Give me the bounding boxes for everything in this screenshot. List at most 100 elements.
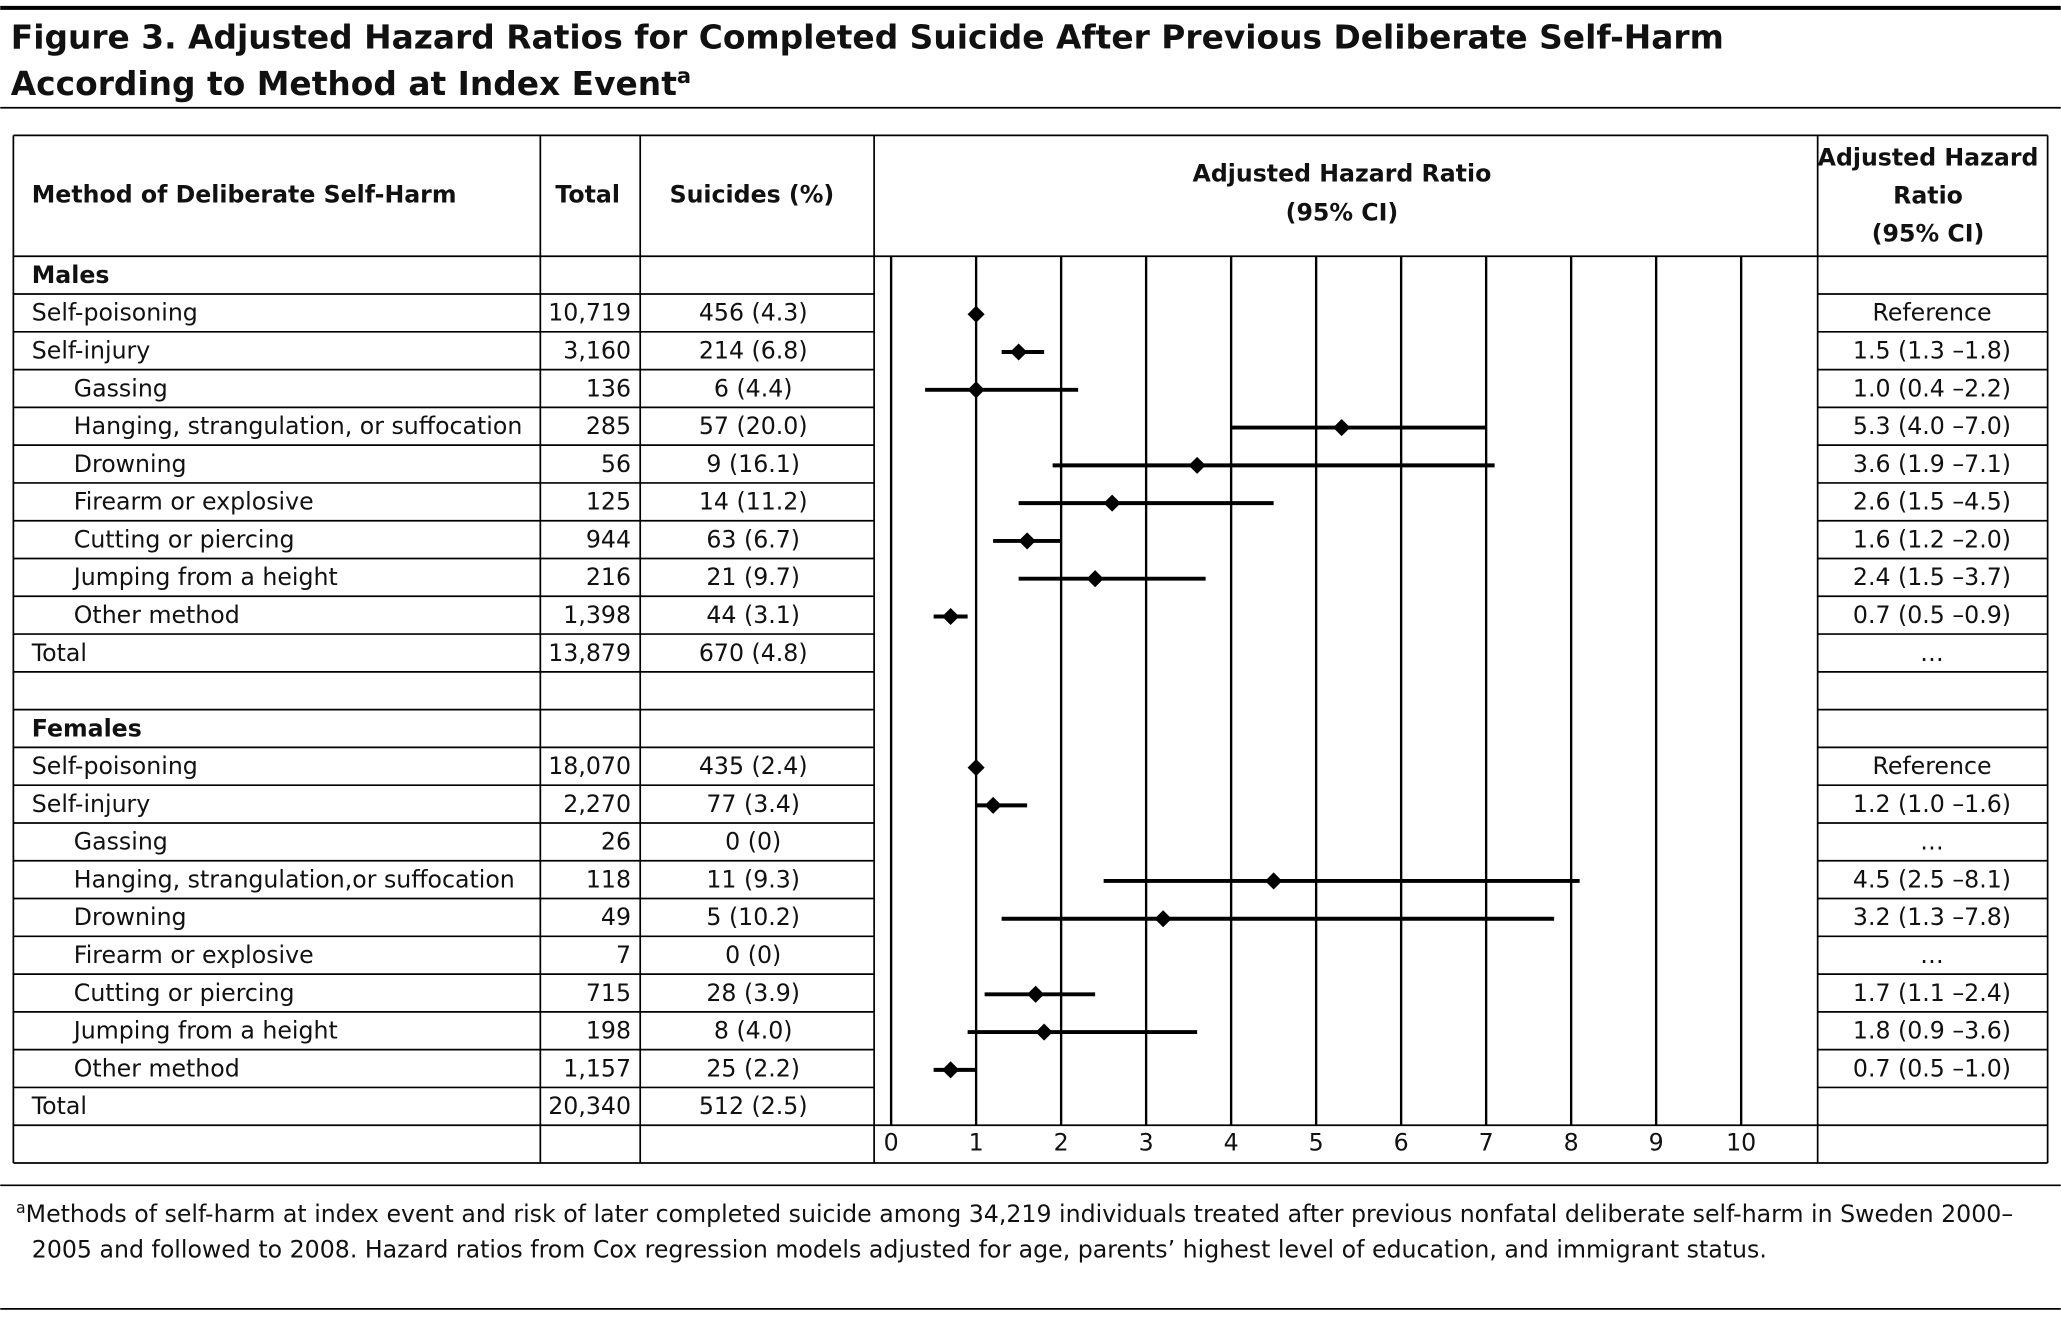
suicides-cell: 14 (11.2) <box>699 488 808 516</box>
suicides-cell: 435 (2.4) <box>699 752 808 780</box>
total-cell: 1,398 <box>563 601 631 629</box>
x-tick-label: 4 <box>1224 1129 1239 1157</box>
x-tick-label: 10 <box>1726 1129 1756 1157</box>
estimate-marker <box>1018 532 1036 550</box>
estimate-cell: Reference <box>1872 299 1991 327</box>
x-tick-label: 6 <box>1394 1129 1409 1157</box>
column-header: Method of Deliberate Self-Harm <box>32 180 457 208</box>
total-cell: 18,070 <box>548 752 631 780</box>
estimate-cell: Reference <box>1872 752 1991 780</box>
estimate-cell: … <box>1920 828 1944 856</box>
estimate-marker <box>1188 456 1206 474</box>
suicides-cell: 77 (3.4) <box>706 790 800 818</box>
suicides-cell: 456 (4.3) <box>699 299 808 327</box>
row-label: Total <box>31 1092 87 1120</box>
row-label: Hanging, strangulation, or suffocation <box>74 412 523 440</box>
x-tick-label: 7 <box>1479 1129 1494 1157</box>
column-header: Suicides (%) <box>670 180 835 208</box>
row-label: Jumping from a height <box>72 563 338 591</box>
figure-title: Figure 3. Adjusted Hazard Ratios for Com… <box>11 18 1877 103</box>
estimate-marker <box>1154 910 1172 928</box>
total-cell: 715 <box>586 979 631 1007</box>
suicides-cell: 0 (0) <box>725 941 781 969</box>
row-label: Self-poisoning <box>32 752 198 780</box>
x-tick-label: 0 <box>884 1129 899 1157</box>
estimate-cell: 0.7 (0.5 –0.9) <box>1853 601 2011 629</box>
suicides-cell: 9 (16.1) <box>706 450 800 478</box>
suicides-cell: 57 (20.0) <box>699 412 808 440</box>
suicides-cell: 6 (4.4) <box>714 374 793 402</box>
suicides-cell: 25 (2.2) <box>706 1054 800 1082</box>
column-header: (95% CI) <box>1872 220 1985 248</box>
total-cell: 49 <box>601 903 631 931</box>
footnote-box: aMethods of self-harm at index event and… <box>5 1191 2029 1269</box>
footnote-marker: a <box>16 1198 26 1217</box>
total-cell: 136 <box>586 374 631 402</box>
estimate-cell: 2.4 (1.5 –3.7) <box>1853 563 2011 591</box>
estimate-marker <box>942 607 960 626</box>
estimate-marker <box>1027 985 1045 1003</box>
estimate-marker <box>1086 570 1104 588</box>
row-label: Total <box>31 639 87 667</box>
title-text: Figure 3. Adjusted Hazard Ratios for Com… <box>10 18 1724 103</box>
estimate-marker <box>1035 1023 1053 1041</box>
row-label: Other method <box>74 1054 240 1082</box>
estimate-cell: 3.6 (1.9 –7.1) <box>1853 450 2011 478</box>
footnote-text: Methods of self-harm at index event and … <box>25 1201 2014 1265</box>
row-label: Firearm or explosive <box>74 941 314 969</box>
row-label: Drowning <box>74 450 187 478</box>
total-cell: 125 <box>586 488 631 516</box>
footnote: aMethods of self-harm at index event and… <box>5 1191 2029 1269</box>
group-label: Females <box>32 714 142 742</box>
column-header: Total <box>555 180 620 208</box>
suicides-cell: 21 (9.7) <box>706 563 800 591</box>
total-cell: 118 <box>586 865 631 893</box>
row-label: Self-injury <box>32 337 151 365</box>
title-box: Figure 3. Adjusted Hazard Ratios for Com… <box>11 18 1877 103</box>
suicides-cell: 670 (4.8) <box>699 639 808 667</box>
total-cell: 56 <box>601 450 631 478</box>
estimate-marker <box>984 796 1002 814</box>
estimate-marker <box>967 759 985 777</box>
estimate-cell: 2.6 (1.5 –4.5) <box>1853 488 2011 516</box>
suicides-cell: 8 (4.0) <box>714 1017 793 1045</box>
suicides-cell: 11 (9.3) <box>706 865 800 893</box>
total-cell: 944 <box>586 525 631 553</box>
row-label: Hanging, strangulation,or suffocation <box>74 865 515 893</box>
row-label: Drowning <box>74 903 187 931</box>
suicides-cell: 214 (6.8) <box>699 337 808 365</box>
estimate-marker <box>1010 343 1028 361</box>
estimate-marker <box>1103 494 1121 512</box>
column-header: Adjusted Hazard <box>1818 144 2039 172</box>
title-marker: a <box>676 63 692 89</box>
total-cell: 2,270 <box>563 790 631 818</box>
estimate-cell: … <box>1920 639 1944 667</box>
column-header: Adjusted Hazard Ratio <box>1193 159 1492 187</box>
x-tick-label: 9 <box>1649 1129 1664 1157</box>
estimate-cell: … <box>1920 941 1944 969</box>
estimate-cell: 0.7 (0.5 –1.0) <box>1853 1054 2011 1082</box>
x-tick-label: 5 <box>1309 1129 1324 1157</box>
suicides-cell: 512 (2.5) <box>699 1092 808 1120</box>
estimate-marker <box>1333 419 1351 437</box>
estimate-cell: 1.6 (1.2 –2.0) <box>1853 525 2011 553</box>
row-label: Firearm or explosive <box>74 488 314 516</box>
suicides-cell: 44 (3.1) <box>706 601 800 629</box>
x-tick-label: 3 <box>1139 1129 1154 1157</box>
total-cell: 10,719 <box>548 299 631 327</box>
group-label: Males <box>32 261 110 289</box>
column-header: Ratio <box>1893 182 1963 210</box>
estimate-marker <box>1265 872 1283 890</box>
total-cell: 198 <box>586 1017 631 1045</box>
total-cell: 26 <box>601 828 631 856</box>
row-label: Self-injury <box>32 790 151 818</box>
total-cell: 216 <box>586 563 631 591</box>
x-tick-label: 1 <box>969 1129 984 1157</box>
estimate-cell: 1.7 (1.1 –2.4) <box>1853 979 2011 1007</box>
total-cell: 7 <box>616 941 631 969</box>
x-tick-label: 2 <box>1054 1129 1069 1157</box>
estimate-cell: 1.8 (0.9 –3.6) <box>1853 1017 2011 1045</box>
estimate-cell: 3.2 (1.3 –7.8) <box>1853 903 2011 931</box>
